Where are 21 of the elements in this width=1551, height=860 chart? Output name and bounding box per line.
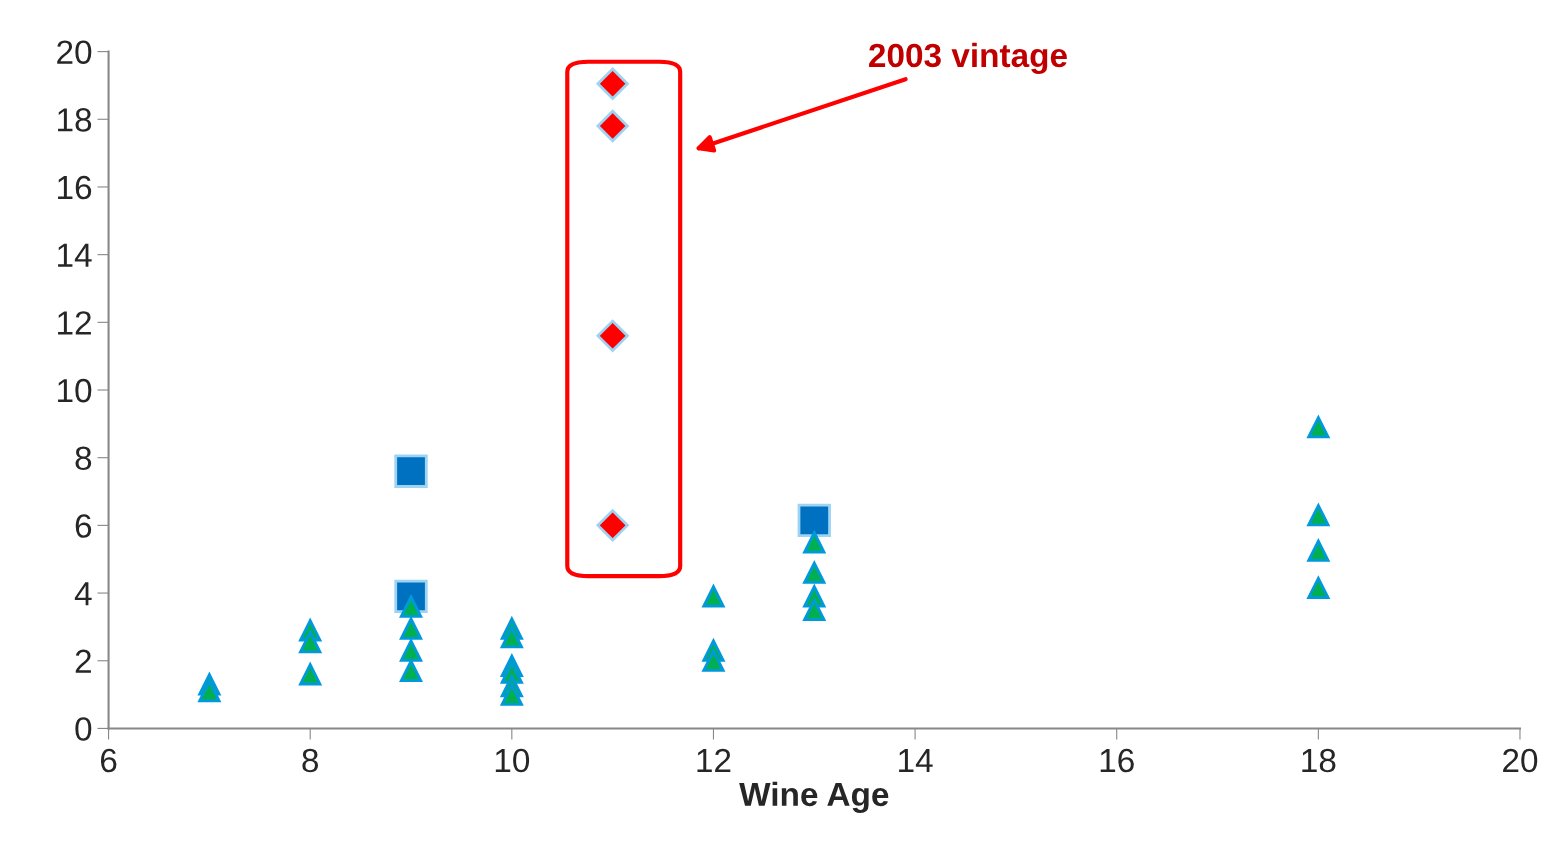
x-axis-title: Wine Age — [739, 781, 889, 813]
annotation: 2003 vintage — [869, 42, 1067, 74]
y-tick-label: 12 — [58, 311, 91, 335]
y-tick-label: 8 — [75, 446, 92, 471]
y-tick-label: 0 — [75, 717, 92, 741]
x-tick-label: 20 — [1503, 748, 1538, 773]
y-tick-label: 16 — [58, 175, 92, 200]
y-tick-label: 14 — [58, 243, 92, 267]
y-tick-label: 4 — [74, 582, 92, 606]
y-tick-label: 20 — [57, 40, 92, 65]
x-tick-label: 10 — [495, 748, 530, 773]
y-tick-label: 2 — [75, 649, 91, 673]
x-tick-label: 8 — [302, 748, 319, 773]
x-tick-label: 18 — [1302, 748, 1336, 773]
y-tick-label: 10 — [58, 378, 92, 403]
x-tick-label: 12 — [697, 748, 731, 773]
x-tick-label: 16 — [1100, 748, 1134, 773]
y-tick-label: 6 — [75, 514, 92, 538]
y-tick-label: 18 — [58, 108, 92, 132]
x-tick-label: 6 — [100, 748, 117, 773]
x-tick-label: 14 — [899, 749, 933, 773]
